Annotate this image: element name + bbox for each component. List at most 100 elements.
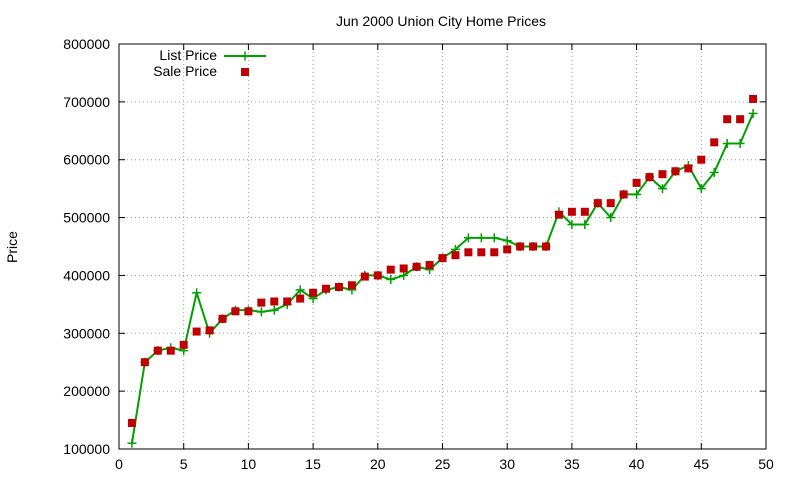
x-tick-label-50: 50 xyxy=(758,456,774,472)
sale-price-point xyxy=(127,418,136,427)
series-sale-price xyxy=(127,94,758,427)
sale-price-point xyxy=(270,297,279,306)
sale-price-point xyxy=(373,271,382,280)
sale-price-point xyxy=(399,264,408,273)
sale-price-point xyxy=(205,326,214,335)
y-tick-label-200000: 200000 xyxy=(63,383,110,399)
list-price-point xyxy=(476,233,486,243)
series-layer xyxy=(127,94,758,448)
sale-price-point xyxy=(412,262,421,271)
x-tick-label-20: 20 xyxy=(370,456,386,472)
sale-price-point xyxy=(567,207,576,216)
sale-price-point xyxy=(179,340,188,349)
sale-price-point xyxy=(606,199,615,208)
sale-price-point xyxy=(438,254,447,263)
sale-price-point xyxy=(529,242,538,251)
chart-title: Jun 2000 Union City Home Prices xyxy=(336,13,546,29)
sale-price-point xyxy=(322,284,331,293)
sale-price-point xyxy=(658,170,667,179)
sale-price-point xyxy=(684,164,693,173)
sale-price-point xyxy=(244,307,253,316)
sale-price-point xyxy=(386,265,395,274)
legend-label-list-price: List Price xyxy=(159,47,217,63)
x-tick-label-25: 25 xyxy=(435,456,451,472)
legend: List Price Sale Price xyxy=(153,47,266,79)
sale-price-point xyxy=(140,358,149,367)
list-price-point xyxy=(502,236,512,246)
legend-sample-list-price xyxy=(224,51,266,61)
x-tick-label-30: 30 xyxy=(499,456,515,472)
legend-marker-list-price xyxy=(240,51,250,61)
list-price-point xyxy=(722,139,732,149)
sale-price-point xyxy=(593,199,602,208)
list-price-point xyxy=(269,305,279,315)
sale-price-point xyxy=(192,327,201,336)
axes xyxy=(118,43,767,450)
list-price-point xyxy=(735,139,745,149)
sale-price-point xyxy=(490,248,499,257)
sale-price-point xyxy=(723,115,732,124)
sale-price-point xyxy=(166,346,175,355)
y-tick-label-600000: 600000 xyxy=(63,152,110,168)
list-price-point xyxy=(748,108,758,118)
sale-price-point xyxy=(257,298,266,307)
sale-price-point xyxy=(283,297,292,306)
list-price-point xyxy=(192,288,202,298)
sale-price-point xyxy=(153,346,162,355)
list-price-point xyxy=(489,233,499,243)
sale-price-point xyxy=(503,245,512,254)
x-tick-label-40: 40 xyxy=(629,456,645,472)
y-axis-label: Price xyxy=(4,231,20,263)
list-price-point xyxy=(606,213,616,223)
y-tick-label-300000: 300000 xyxy=(63,325,110,341)
sale-price-point xyxy=(736,115,745,124)
y-tick-label-400000: 400000 xyxy=(63,267,110,283)
y-tick-label-800000: 800000 xyxy=(63,36,110,52)
sale-price-point xyxy=(697,155,706,164)
list-price-point xyxy=(632,189,642,199)
sale-price-point xyxy=(542,242,551,251)
list-price-point xyxy=(567,220,577,230)
x-tick-label-5: 5 xyxy=(180,456,188,472)
sale-price-point xyxy=(347,281,356,290)
sale-price-point xyxy=(580,207,589,216)
tick-labels: 0 5 10 15 20 25 30 35 40 45 50 100000 200000 300000 40… xyxy=(63,36,774,472)
x-tick-label-45: 45 xyxy=(694,456,710,472)
sale-price-point xyxy=(645,173,654,182)
series-line-list-price xyxy=(130,113,754,444)
y-tick-label-100000: 100000 xyxy=(63,441,110,457)
legend-label-sale-price: Sale Price xyxy=(153,63,217,79)
list-price-point xyxy=(657,184,667,194)
sale-price-point xyxy=(671,167,680,176)
x-tick-label-0: 0 xyxy=(115,456,123,472)
sale-price-point xyxy=(554,210,563,219)
sale-price-point xyxy=(464,248,473,257)
sale-price-point xyxy=(516,242,525,251)
sale-price-point xyxy=(218,314,227,323)
sale-price-point xyxy=(619,190,628,199)
x-tick-label-15: 15 xyxy=(305,456,321,472)
grid-lines xyxy=(119,44,766,449)
legend-marker-sale-price xyxy=(241,68,249,76)
list-price-point xyxy=(696,184,706,194)
sale-price-point xyxy=(309,288,318,297)
sale-price-point xyxy=(425,261,434,270)
list-price-point xyxy=(386,274,396,284)
sale-price-point xyxy=(231,307,240,316)
y-tick-label-700000: 700000 xyxy=(63,94,110,110)
sale-price-point xyxy=(334,283,343,291)
list-price-point xyxy=(580,220,590,230)
sale-price-point xyxy=(360,272,369,281)
list-price-point xyxy=(709,167,719,177)
x-tick-label-10: 10 xyxy=(241,456,257,472)
list-price-point xyxy=(295,285,305,295)
sale-price-point xyxy=(632,178,641,187)
list-price-point xyxy=(463,233,473,243)
sale-price-point xyxy=(296,294,305,303)
list-price-point xyxy=(127,438,137,448)
sale-price-point xyxy=(749,94,758,103)
x-tick-label-35: 35 xyxy=(564,456,580,472)
sale-price-point xyxy=(710,138,719,147)
